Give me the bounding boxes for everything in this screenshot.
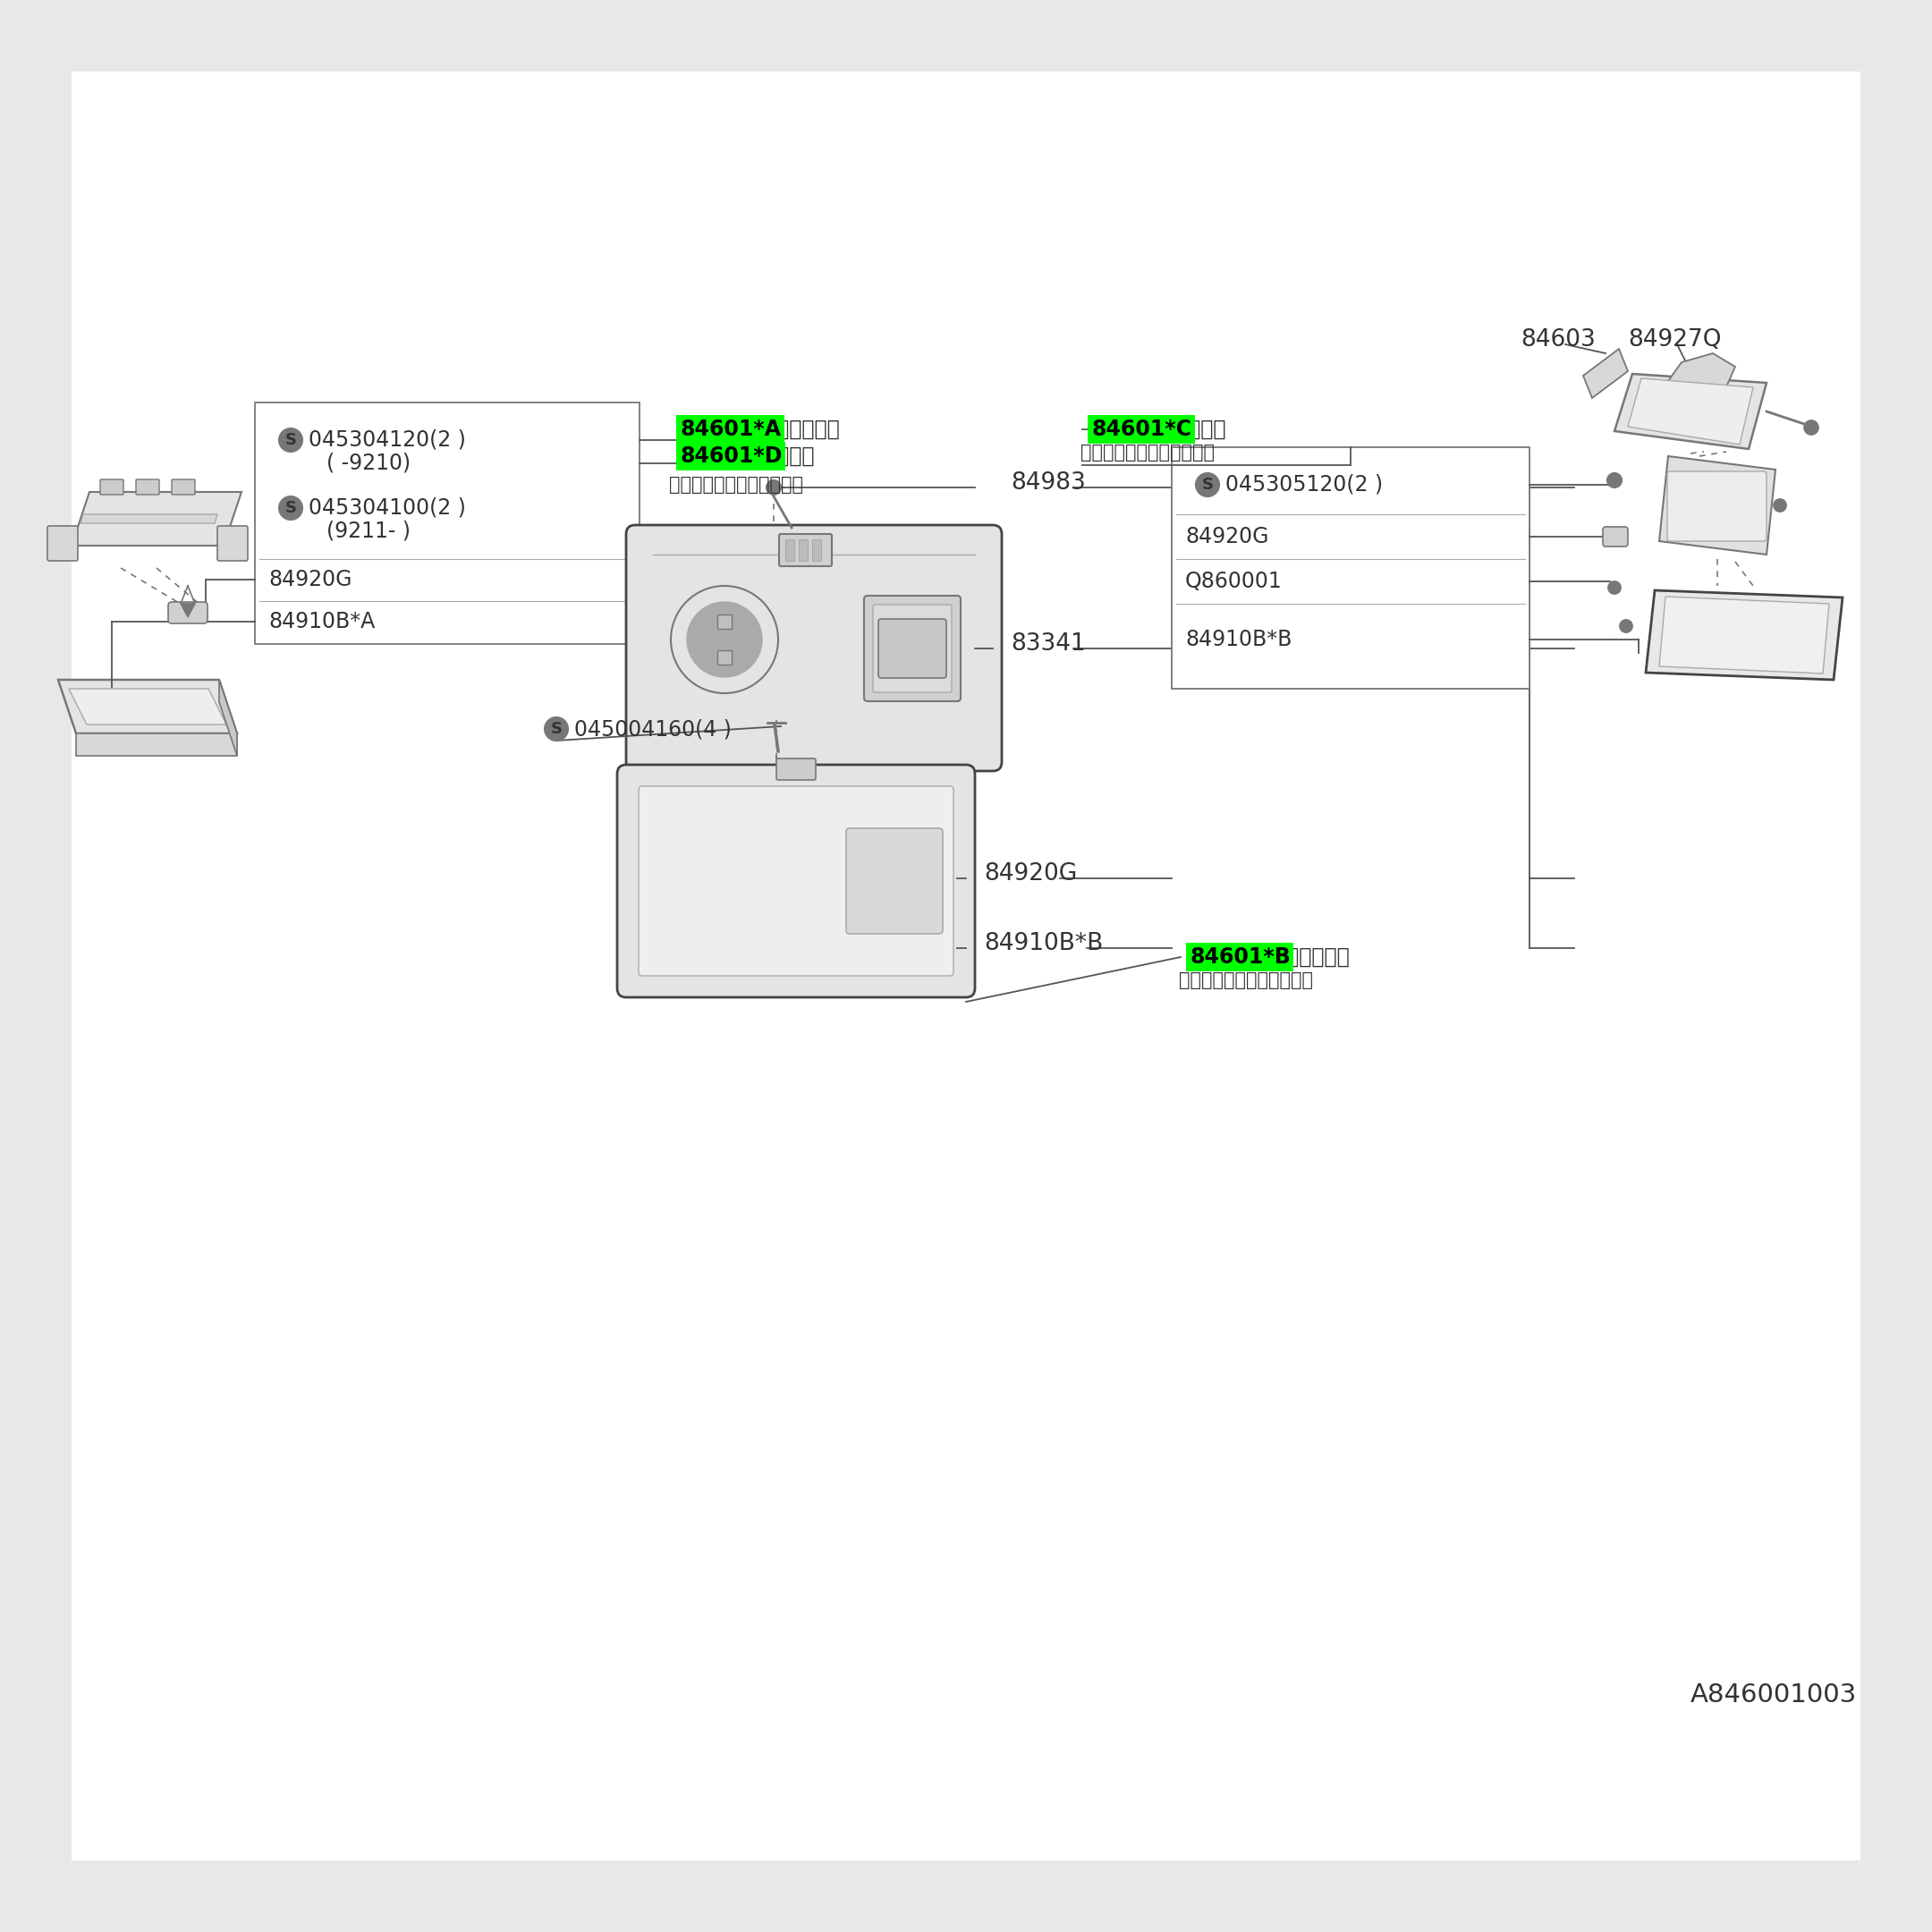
FancyBboxPatch shape	[216, 526, 247, 560]
FancyBboxPatch shape	[777, 759, 815, 781]
Text: 045304100(2 ): 045304100(2 )	[309, 497, 466, 520]
FancyBboxPatch shape	[779, 533, 833, 566]
Circle shape	[1607, 473, 1621, 487]
Text: S: S	[284, 500, 296, 516]
Polygon shape	[1660, 456, 1776, 554]
Polygon shape	[75, 734, 238, 755]
Polygon shape	[218, 680, 238, 755]
Circle shape	[278, 497, 301, 520]
FancyBboxPatch shape	[873, 605, 952, 692]
Text: 84920G: 84920G	[269, 568, 352, 591]
Polygon shape	[182, 603, 195, 616]
FancyBboxPatch shape	[48, 526, 77, 560]
Circle shape	[1619, 620, 1633, 632]
Circle shape	[1804, 421, 1818, 435]
FancyBboxPatch shape	[616, 765, 976, 997]
Text: 84920G: 84920G	[983, 862, 1078, 885]
FancyBboxPatch shape	[864, 595, 960, 701]
Polygon shape	[1660, 597, 1830, 674]
Circle shape	[278, 429, 301, 452]
FancyBboxPatch shape	[1667, 471, 1766, 541]
Text: 84601*C: 84601*C	[1092, 419, 1192, 440]
Circle shape	[767, 481, 781, 495]
Text: 84983: 84983	[1010, 471, 1086, 495]
Text: （フロント）: （フロント）	[1275, 947, 1350, 968]
Bar	[784, 539, 794, 560]
Bar	[811, 539, 821, 560]
FancyBboxPatch shape	[168, 603, 207, 624]
Text: 84910B*B: 84910B*B	[1184, 628, 1293, 651]
Circle shape	[1774, 498, 1787, 512]
Bar	[1171, 446, 1530, 688]
FancyBboxPatch shape	[172, 479, 195, 495]
Text: 045004160(4 ): 045004160(4 )	[574, 719, 732, 740]
Bar	[717, 651, 732, 665]
Text: ( -9210): ( -9210)	[327, 452, 412, 473]
Text: 045305120(2 ): 045305120(2 )	[1225, 473, 1383, 495]
Polygon shape	[1582, 350, 1629, 398]
Circle shape	[545, 717, 568, 740]
Bar	[255, 402, 639, 643]
Text: S: S	[551, 721, 562, 736]
Text: (9211- ): (9211- )	[327, 520, 410, 543]
Polygon shape	[70, 688, 226, 724]
FancyBboxPatch shape	[100, 479, 124, 495]
Bar	[717, 614, 732, 628]
FancyBboxPatch shape	[135, 479, 158, 495]
Polygon shape	[81, 514, 216, 524]
Text: 83341: 83341	[1010, 632, 1086, 655]
Circle shape	[1196, 473, 1219, 497]
Text: （フロント）: （フロント）	[765, 419, 840, 440]
Polygon shape	[1615, 375, 1766, 448]
Text: 84601*B: 84601*B	[1190, 947, 1291, 968]
Polygon shape	[1660, 354, 1735, 421]
Text: Q860001: Q860001	[1184, 570, 1283, 591]
FancyBboxPatch shape	[639, 786, 954, 976]
Text: S: S	[284, 433, 296, 448]
Text: 84920G: 84920G	[1184, 526, 1269, 547]
Text: A846001003: A846001003	[1690, 1683, 1857, 1708]
FancyBboxPatch shape	[879, 618, 947, 678]
Circle shape	[1607, 582, 1621, 593]
Circle shape	[688, 603, 761, 676]
Text: 84603: 84603	[1520, 328, 1596, 352]
Text: 84910B*B: 84910B*B	[983, 931, 1103, 954]
Polygon shape	[71, 493, 242, 545]
Text: （サンサンルーフ付き设）: （サンサンルーフ付き设）	[1179, 972, 1314, 989]
Text: S: S	[1202, 477, 1213, 493]
Bar	[798, 539, 808, 560]
Text: 84601*A: 84601*A	[680, 419, 781, 440]
Polygon shape	[1646, 591, 1843, 680]
Text: 045304120(2 ): 045304120(2 )	[309, 429, 466, 450]
Polygon shape	[1629, 379, 1752, 444]
Text: 84910B*A: 84910B*A	[269, 611, 375, 632]
FancyBboxPatch shape	[1604, 527, 1629, 547]
Text: （サンサンルーフ無し设）: （サンサンルーフ無し设）	[668, 475, 804, 495]
Text: 84601*D: 84601*D	[680, 446, 782, 468]
FancyBboxPatch shape	[626, 526, 1003, 771]
Text: （サンサンルーフ付き设）: （サンサンルーフ付き设）	[1080, 444, 1215, 462]
Text: （リヤ）: （リヤ）	[765, 446, 815, 468]
Text: （リヤ）: （リヤ）	[1177, 419, 1227, 440]
Text: 84927Q: 84927Q	[1629, 328, 1721, 352]
Polygon shape	[58, 680, 238, 734]
FancyBboxPatch shape	[846, 829, 943, 933]
